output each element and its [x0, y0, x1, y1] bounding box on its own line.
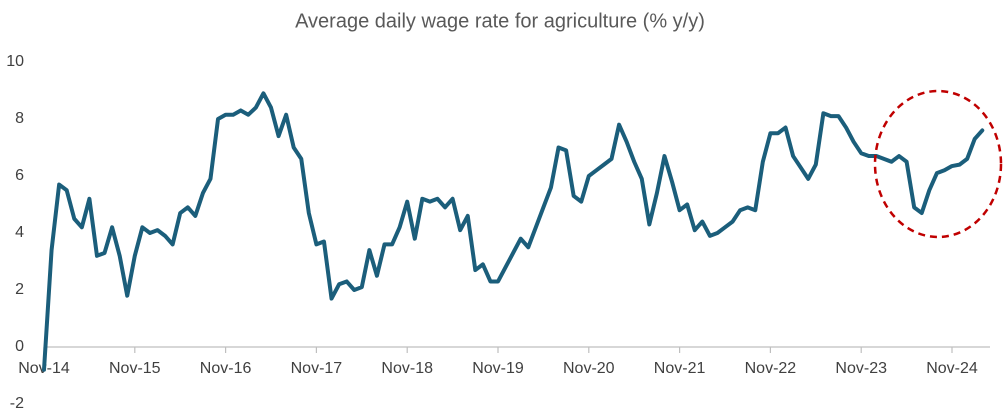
x-tick-label: Nov-20: [563, 360, 615, 377]
x-tick-label: Nov-18: [381, 360, 433, 377]
x-tick-label: Nov-24: [926, 360, 978, 377]
x-tick-label: Nov-22: [745, 360, 797, 377]
x-tick-label: Nov-16: [200, 360, 252, 377]
y-tick-label: 0: [15, 338, 24, 355]
data-line: [42, 91, 985, 372]
y-tick-label: -2: [10, 395, 24, 412]
x-tick-label: Nov-15: [109, 360, 161, 377]
y-tick-label: 8: [15, 110, 24, 127]
y-tick-label: 6: [15, 167, 24, 184]
highlight-circle: [873, 89, 1003, 239]
x-tick-label: Nov-21: [654, 360, 706, 377]
chart-title: Average daily wage rate for agriculture …: [295, 10, 705, 32]
x-tick-label: Nov-17: [291, 360, 343, 377]
y-tick-label: 4: [15, 224, 24, 241]
x-tick-label: Nov-19: [472, 360, 524, 377]
y-tick-label: 10: [6, 53, 24, 70]
y-tick-label: 2: [15, 281, 24, 298]
x-tick-label: Nov-23: [835, 360, 887, 377]
